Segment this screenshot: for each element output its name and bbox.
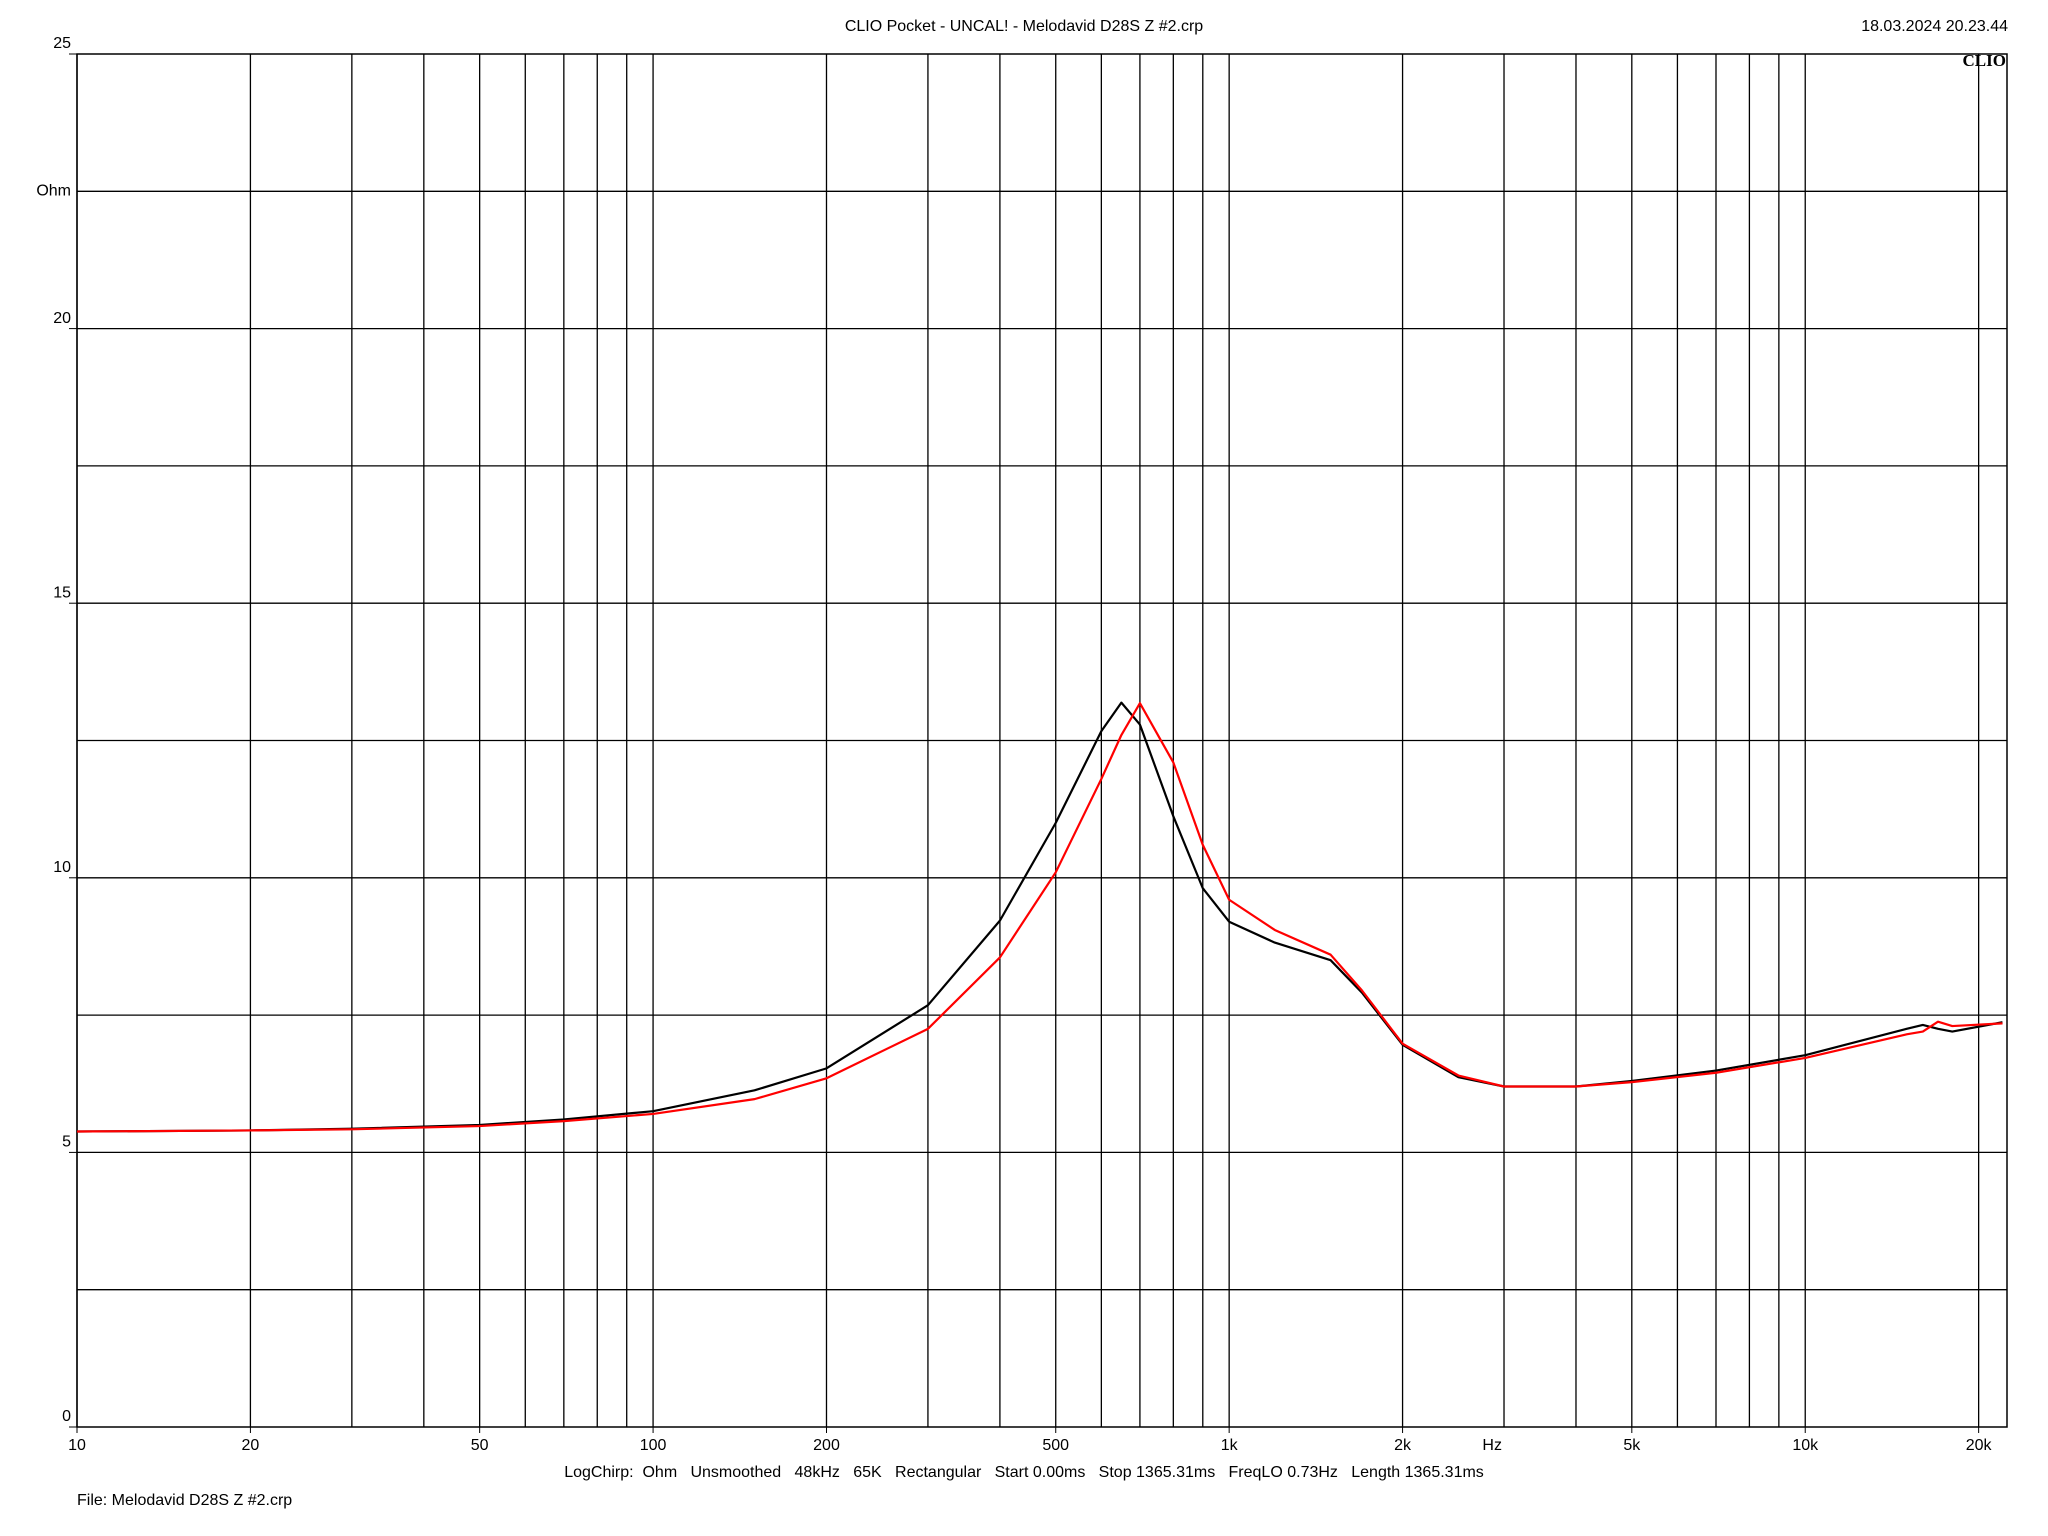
logo: CLIO <box>1963 51 2006 70</box>
x-tick-label: 50 <box>471 1437 489 1454</box>
chart-title: CLIO Pocket - UNCAL! - Melodavid D28S Z … <box>845 18 1203 35</box>
plot-frame <box>76 53 2008 1428</box>
y-tick-label: 15 <box>53 584 71 601</box>
x-axis-label: Hz <box>1482 1437 1502 1454</box>
y-tick-label: 25 <box>53 35 71 52</box>
settings-line: LogChirp: Ohm Unsmoothed 48kHz 65K Recta… <box>564 1464 1484 1481</box>
x-tick-label: 10k <box>1792 1437 1819 1454</box>
x-tick-label: 200 <box>813 1437 840 1454</box>
y-tick-label: 10 <box>53 859 71 876</box>
y-tick-label: 5 <box>62 1134 71 1151</box>
file-line: File: Melodavid D28S Z #2.crp <box>77 1492 292 1509</box>
y-tick-label: 20 <box>53 310 71 327</box>
impedance-curve <box>76 701 2003 1133</box>
x-tick-label: 1k <box>1221 1437 1239 1454</box>
y-tick-label: 0 <box>62 1408 71 1425</box>
x-tick-label: 2k <box>1394 1437 1412 1454</box>
x-tick-label: 5k <box>1623 1437 1641 1454</box>
x-tick-label: 10 <box>68 1437 86 1454</box>
timestamp: 18.03.2024 20.23.44 <box>1861 18 2008 35</box>
x-tick-label: 20 <box>242 1437 260 1454</box>
impedance-curve <box>76 702 2003 1133</box>
x-tick-label: 500 <box>1042 1437 1069 1454</box>
x-tick-label: 20k <box>1966 1437 1993 1454</box>
x-tick-label: 100 <box>640 1437 667 1454</box>
y-axis-label: Ohm <box>36 183 71 200</box>
